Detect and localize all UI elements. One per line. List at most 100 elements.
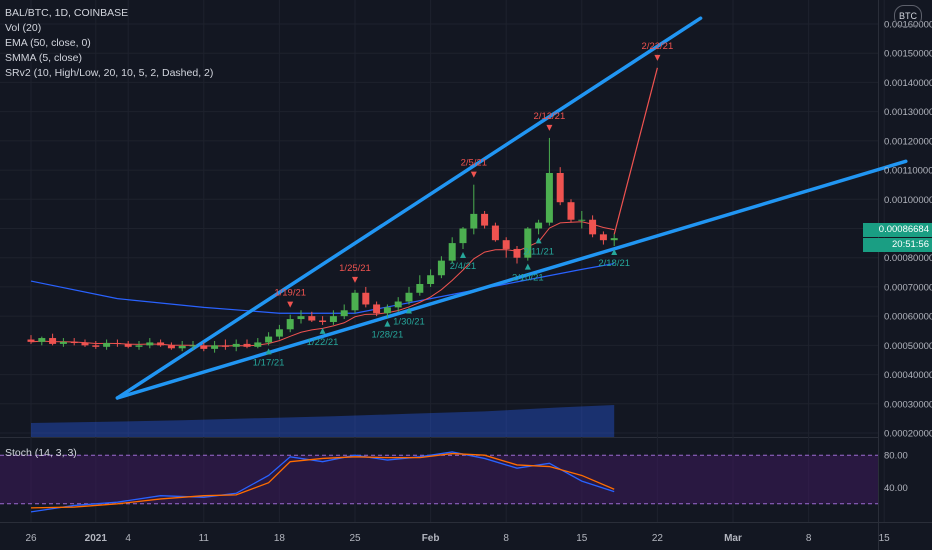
candle-body [265, 336, 273, 343]
candle-body [286, 319, 294, 330]
time-tick-label: 26 [25, 533, 37, 544]
stoch-k-line [30, 451, 615, 513]
stoch-tick-label: 40.00 [884, 483, 908, 494]
candle-body [70, 341, 78, 344]
pivot-low-label: 1/28/21 [372, 330, 404, 341]
pivot-high-arrow [352, 276, 358, 283]
candle-body [167, 345, 175, 349]
price-tick-label: 0.00040000 [884, 370, 932, 381]
candle-body [92, 345, 100, 347]
candle-body [448, 243, 456, 261]
candle-body [243, 343, 251, 347]
candle-body [567, 202, 575, 220]
candle-body [221, 345, 229, 347]
price-axis[interactable]: 0.00160000 0.00150000 0.00140000 0.00130000… [884, 20, 932, 495]
candle-body [211, 345, 219, 349]
time-tick-label: 4 [125, 533, 131, 544]
volume-bars [31, 405, 615, 437]
stoch-lines [30, 451, 615, 513]
legend-ema[interactable]: EMA (50, close, 0) [5, 37, 91, 49]
countdown-badge: 20:51:56 [863, 238, 932, 252]
pivot-high-arrow [654, 54, 661, 61]
pivot-low-arrow [611, 249, 618, 256]
price-tick-label: 0.00110000 [884, 166, 932, 177]
candle-body [308, 316, 316, 321]
pivot-low-arrow [265, 348, 272, 355]
candle-body [157, 342, 165, 346]
candle-body [491, 225, 499, 241]
candle-body [502, 240, 510, 249]
candles[interactable] [27, 137, 618, 353]
candle-body [470, 213, 478, 229]
stoch-d-line [30, 452, 615, 509]
price-tick-label: 0.00050000 [884, 341, 932, 352]
symbol-title[interactable]: BAL/BTC, 1D, COINBASE [5, 7, 129, 19]
stoch-legend[interactable]: Stoch (14, 3, 3) [5, 447, 77, 459]
time-axis[interactable]: 26 2021 4 11 18 25 Feb 8 15 22 Mar 8 15 [25, 533, 890, 544]
pivot-high-arrow [287, 301, 294, 308]
pivot-low-arrow [319, 327, 326, 334]
candle-body [437, 260, 445, 276]
pivot-low-label: 1/22/21 [307, 337, 339, 348]
legend-srv2[interactable]: SRv2 (10, High/Low, 20, 10, 5, 2, Dashed… [5, 67, 214, 79]
price-tick-label: 0.00140000 [884, 78, 932, 89]
pivot-high-label: 2/5/21 [461, 158, 487, 169]
stoch-band-fill [0, 455, 878, 504]
price-tick-label: 0.00030000 [884, 399, 932, 410]
candle-body [373, 304, 381, 314]
pivot-low-label: 1/17/21 [253, 357, 285, 368]
price-tick-label: 0.00060000 [884, 312, 932, 323]
candle-body [113, 343, 121, 345]
trendline-lower [115, 159, 908, 400]
currency-badge[interactable]: BTC [894, 5, 922, 27]
time-tick-label: 22 [652, 533, 664, 544]
price-tick-label: 0.00020000 [884, 429, 932, 440]
candle-body [178, 345, 186, 349]
candle-body [135, 345, 143, 347]
price-tick-label: 0.00100000 [884, 195, 932, 206]
candle-body [27, 339, 35, 342]
current-price-badge: 0.00086684 [863, 223, 932, 237]
pivot-low-arrow [406, 307, 412, 314]
candle-body [297, 316, 305, 320]
legend-vol[interactable]: Vol (20) [5, 22, 42, 34]
candle-body [49, 338, 57, 344]
candle-body [405, 292, 413, 302]
candle-body [513, 248, 521, 258]
stoch-band [0, 454, 878, 505]
indicator-legend: BAL/BTC, 1D, COINBASE Vol (20) EMA (50, … [5, 6, 213, 81]
candle-body [200, 345, 208, 349]
candle-body [535, 222, 543, 229]
trendlines [115, 16, 908, 400]
price-tick-label: 0.00070000 [884, 282, 932, 293]
candle-body [545, 172, 553, 223]
candle-body [340, 310, 348, 317]
time-tick-label: Mar [724, 533, 742, 544]
pivot-low-arrow [460, 251, 466, 258]
pivot-low-label: 2/10/21 [512, 273, 544, 284]
price-tick-label: 0.00130000 [884, 107, 932, 118]
time-tick-label: 18 [274, 533, 286, 544]
candle-body [427, 275, 435, 285]
candle-body [599, 234, 607, 241]
projection-line [613, 67, 658, 235]
candle-body [578, 219, 586, 221]
candle-body [103, 343, 111, 347]
pivot-low-label: 2/11/21 [523, 246, 554, 257]
candle-body [146, 342, 154, 346]
legend-smma[interactable]: SMMA (5, close) [5, 52, 83, 64]
pivot-annotations: 1/19/21 1/25/21 2/5/21 2/12/21 2/22/21 1/17/2… [253, 41, 674, 369]
candle-body [38, 338, 46, 342]
time-tick-label: 25 [349, 533, 361, 544]
pivot-high-label: 1/25/21 [339, 263, 371, 274]
time-tick-label: 8 [806, 533, 812, 544]
time-tick-label: 11 [199, 533, 210, 544]
time-tick-label: 2021 [85, 533, 108, 544]
candle-body [394, 301, 402, 308]
price-tick-label: 0.00120000 [884, 136, 932, 147]
volume-ma-area [31, 405, 615, 437]
candle-body [556, 172, 564, 203]
